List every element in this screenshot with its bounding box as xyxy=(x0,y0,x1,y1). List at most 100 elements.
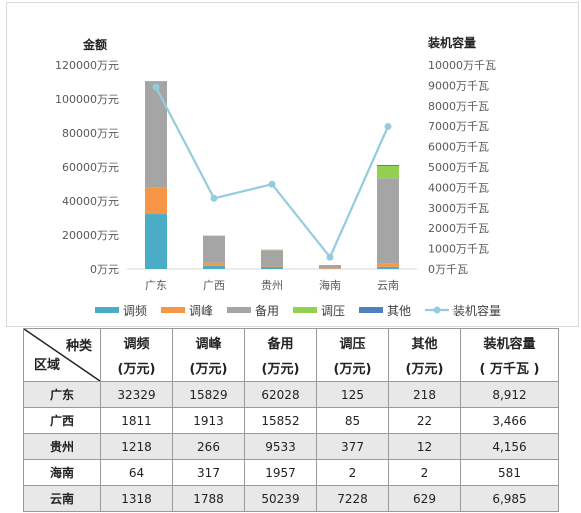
legend-swatch xyxy=(161,307,185,313)
left-tick-label: 20000万元 xyxy=(62,229,119,242)
table-cell: 1957 xyxy=(244,459,317,486)
table-cell: 629 xyxy=(388,485,461,512)
right-tick-label: 2000万千瓦 xyxy=(428,222,489,235)
legend-label: 调频 xyxy=(123,304,147,318)
right-tick-label: 6000万千瓦 xyxy=(428,141,489,154)
chart-frame: 金额 装机容量 0万元 20000万元 40000万元 60000万元 80000万元 100… xyxy=(6,2,579,327)
legend-swatch xyxy=(95,307,119,313)
legend-label: 装机容量 xyxy=(453,303,501,318)
table-cell: 8,912 xyxy=(460,381,559,408)
table-row: 广东 32329 15829 62028 125 218 8,912 xyxy=(23,381,559,408)
table-cell: 85 xyxy=(316,407,389,434)
left-tick-label: 120000万元 xyxy=(55,59,119,72)
region-cell: 云南 xyxy=(23,485,101,512)
capacity-point xyxy=(152,83,160,91)
table-cell: 22 xyxy=(388,407,461,434)
region-cell: 广西 xyxy=(23,407,101,434)
right-axis-title: 装机容量 xyxy=(427,35,476,50)
bar-segment xyxy=(261,250,283,267)
data-table: 种类 区域 调频 (万元) 调峰 (万元) 备用 (万元) 调压 (万元) 其他 (万元)… xyxy=(23,328,559,512)
right-tick-label: 7000万千瓦 xyxy=(428,120,489,133)
table-cell: 1811 xyxy=(100,407,173,434)
table-cell: 62028 xyxy=(244,381,317,408)
legend-label: 备用 xyxy=(255,304,279,318)
header-capacity: 装机容量( 万千瓦 ) xyxy=(460,328,559,382)
bar-segment xyxy=(319,265,341,269)
region-cell: 海南 xyxy=(23,459,101,486)
corner-label-region: 区域 xyxy=(34,358,61,373)
region-cell: 广东 xyxy=(23,381,101,408)
left-tick-label: 0万元 xyxy=(90,263,119,276)
table-cell: 50239 xyxy=(244,485,317,512)
bar-segment xyxy=(145,187,167,215)
bar-segment xyxy=(377,266,399,269)
legend-label: 其他 xyxy=(387,304,411,318)
table-cell: 7228 xyxy=(316,485,389,512)
header-peak-reg: 调峰 (万元) xyxy=(172,328,245,382)
capacity-line xyxy=(155,86,390,260)
header-reserve: 备用 (万元) xyxy=(244,328,317,382)
table-cell: 3,466 xyxy=(460,407,559,434)
bar-segment xyxy=(145,214,167,269)
capacity-point xyxy=(268,180,276,188)
x-tick-label: 海南 xyxy=(319,278,341,292)
left-tick-label: 40000万元 xyxy=(62,195,119,208)
table-header-row: 种类 区域 调频 (万元) 调峰 (万元) 备用 (万元) 调压 (万元) 其他 (万元)… xyxy=(23,328,559,382)
bar-segment xyxy=(377,166,399,179)
bar-segment xyxy=(319,268,341,269)
table-cell: 2 xyxy=(388,459,461,486)
table-corner-cell: 种类 区域 xyxy=(23,328,101,382)
table-cell: 64 xyxy=(100,459,173,486)
right-tick-label: 0万千瓦 xyxy=(428,263,468,276)
legend-line-marker xyxy=(433,306,441,314)
table-cell: 218 xyxy=(388,381,461,408)
right-tick-label: 4000万千瓦 xyxy=(428,181,489,194)
bar-segment xyxy=(203,262,225,266)
left-tick-label: 60000万元 xyxy=(62,161,119,174)
header-freq-reg: 调频 (万元) xyxy=(100,328,173,382)
right-tick-label: 9000万千瓦 xyxy=(428,79,489,92)
legend-swatch xyxy=(227,307,251,313)
left-axis-title: 金额 xyxy=(82,37,107,52)
table-cell: 581 xyxy=(460,459,559,486)
table-cell: 125 xyxy=(316,381,389,408)
legend-swatch xyxy=(293,307,317,313)
table-cell: 266 xyxy=(172,433,245,460)
legend-label: 调峰 xyxy=(189,304,213,318)
x-tick-label: 贵州 xyxy=(261,279,283,292)
x-tick-label: 广西 xyxy=(203,279,225,292)
bar-segment xyxy=(203,235,225,263)
table-row: 海南 64 317 1957 2 2 581 xyxy=(23,459,559,486)
bar-segment xyxy=(261,266,283,269)
region-cell: 贵州 xyxy=(23,433,101,460)
right-tick-label: 1000万千瓦 xyxy=(428,243,489,256)
table-cell: 2 xyxy=(316,459,389,486)
table-cell: 9533 xyxy=(244,433,317,460)
table-cell: 1788 xyxy=(172,485,245,512)
table-row: 云南 1318 1788 50239 7228 629 6,985 xyxy=(23,485,559,512)
bar-segment xyxy=(377,178,399,264)
corner-diagonal xyxy=(24,329,100,381)
table-cell: 32329 xyxy=(100,381,173,408)
table-row: 广西 1811 1913 15852 85 22 3,466 xyxy=(23,407,559,434)
combo-chart: 金额 装机容量0万元20000万元40000万元60000万元80000万元100… xyxy=(55,35,501,318)
header-voltage-reg: 调压 (万元) xyxy=(316,328,389,382)
bar-segment xyxy=(203,265,225,269)
left-tick-label: 80000万元 xyxy=(62,127,119,140)
bar-segment xyxy=(377,164,399,167)
capacity-point xyxy=(326,253,334,261)
corner-label-category: 种类 xyxy=(65,339,92,354)
table-cell: 15829 xyxy=(172,381,245,408)
right-tick-label: 3000万千瓦 xyxy=(428,202,489,215)
table-cell: 1218 xyxy=(100,433,173,460)
table-cell: 1318 xyxy=(100,485,173,512)
table-cell: 15852 xyxy=(244,407,317,434)
x-tick-label: 云南 xyxy=(377,279,399,292)
right-tick-label: 10000万千瓦 xyxy=(428,59,496,72)
x-tick-label: 广东 xyxy=(145,279,167,292)
table-row: 贵州 1218 266 9533 377 12 4,156 xyxy=(23,433,559,460)
left-tick-label: 100000万元 xyxy=(55,93,119,106)
bar-segment xyxy=(145,81,167,188)
bar-segment xyxy=(377,263,399,267)
table-cell: 6,985 xyxy=(460,485,559,512)
